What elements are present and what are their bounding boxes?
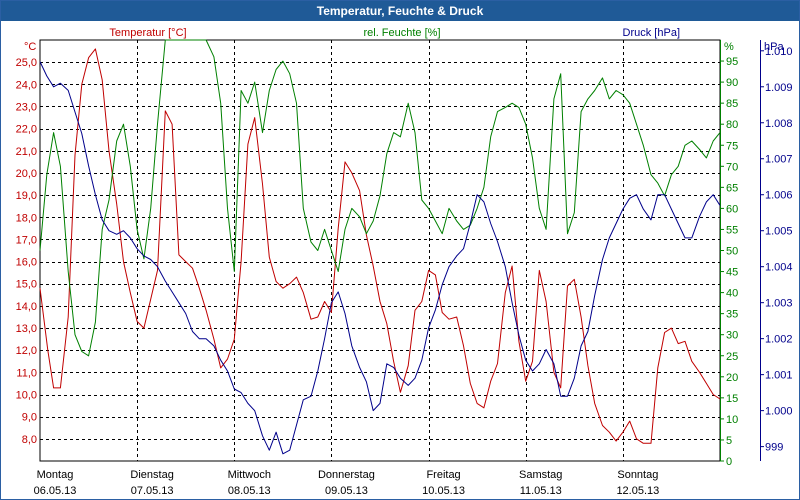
temperature-tick-label: 17,0 — [16, 234, 37, 246]
pressure-tick-label: 1.005 — [765, 226, 793, 238]
humidity-tick-label: 5 — [726, 435, 732, 447]
humidity-tick-label: 15 — [726, 393, 738, 405]
x-tick-day: Dienstag — [130, 469, 173, 481]
x-tick-date: 07.05.13 — [131, 485, 174, 497]
x-tick-date: 06.05.13 — [34, 485, 77, 497]
x-tick-day: Sonntag — [617, 469, 658, 481]
pressure-tick-label: 1.009 — [765, 82, 793, 94]
humidity-tick-label: 90 — [726, 77, 738, 89]
x-tick-day: Mittwoch — [228, 469, 271, 481]
axes: 8,0 9,0 10,0 11,0 12,0 13,0 14,0 15,0 16,0 17,0 18… — [16, 40, 793, 497]
temperature-tick-label: 14,0 — [16, 301, 37, 313]
temperature-tick-label: 16,0 — [16, 257, 37, 269]
temperature-axis-title: Temperatur [°C] — [109, 27, 186, 39]
humidity-tick-label: 75 — [726, 140, 738, 152]
humidity-tick-label: 80 — [726, 119, 738, 131]
x-tick-day: Samstag — [519, 469, 562, 481]
temperature-tick-label: 20,0 — [16, 168, 37, 180]
temperature-tick-label: 22,0 — [16, 124, 37, 136]
temperature-tick-label: 23,0 — [16, 101, 37, 113]
humidity-tick-label: 35 — [726, 309, 738, 321]
pressure-unit-label: hPa — [764, 41, 784, 53]
temperature-tick-label: 9,0 — [22, 412, 37, 424]
x-tick-date: 11.05.13 — [520, 485, 562, 497]
x-tick-date: 08.05.13 — [228, 485, 271, 497]
temperature-tick-label: 21,0 — [16, 146, 37, 158]
humidity-tick-label: 40 — [726, 288, 738, 300]
humidity-tick-label: 65 — [726, 182, 738, 194]
temperature-tick-label: 19,0 — [16, 190, 37, 202]
pressure-tick-label: 1.004 — [765, 262, 793, 274]
pressure-tick-label: 1.006 — [765, 190, 793, 202]
humidity-tick-label: 70 — [726, 161, 738, 173]
temperature-tick-label: 18,0 — [16, 212, 37, 224]
humidity-tick-label: 25 — [726, 351, 738, 363]
temperature-tick-label: 10,0 — [16, 390, 37, 402]
temperature-tick-label: 24,0 — [16, 79, 37, 91]
humidity-tick-label: 0 — [726, 456, 732, 468]
humidity-tick-label: 55 — [726, 224, 738, 236]
pressure-tick-label: 1.010 — [765, 46, 793, 58]
pressure-tick-label: 1.000 — [765, 406, 793, 418]
humidity-tick-label: 30 — [726, 330, 738, 342]
x-tick-day: Montag — [37, 469, 74, 481]
pressure-tick-label: 999 — [765, 442, 783, 454]
pressure-tick-label: 1.008 — [765, 118, 793, 130]
humidity-tick-label: 20 — [726, 372, 738, 384]
pressure-axis-title: Druck [hPa] — [623, 27, 680, 39]
temperature-tick-label: 8,0 — [22, 434, 37, 446]
x-tick-date: 12.05.13 — [616, 485, 659, 497]
pressure-tick-label: 1.007 — [765, 154, 793, 166]
humidity-unit-label: % — [724, 41, 734, 53]
humidity-tick-label: 45 — [726, 267, 738, 279]
series-lines — [39, 39, 721, 455]
series-line-pressure — [39, 61, 721, 455]
humidity-tick-label: 60 — [726, 203, 738, 215]
temperature-unit-label: °C — [24, 41, 36, 53]
x-tick-date: 10.05.13 — [422, 485, 465, 497]
humidity-tick-label: 85 — [726, 98, 738, 110]
window-title: Temperatur, Feuchte & Druck — [1, 1, 799, 21]
series-line-temperature — [39, 48, 721, 444]
temperature-tick-label: 13,0 — [16, 323, 37, 335]
x-tick-date: 09.05.13 — [325, 485, 368, 497]
pressure-tick-label: 1.001 — [765, 370, 793, 382]
temperature-tick-label: 15,0 — [16, 279, 37, 291]
temperature-tick-label: 12,0 — [16, 345, 37, 357]
temperature-tick-label: 11,0 — [16, 367, 37, 379]
humidity-axis-title: rel. Feuchte [%] — [363, 27, 440, 39]
pressure-tick-label: 1.003 — [765, 298, 793, 310]
humidity-tick-label: 10 — [726, 414, 738, 426]
series-line-humidity — [39, 39, 721, 357]
pressure-tick-label: 1.002 — [765, 334, 793, 346]
humidity-tick-label: 95 — [726, 56, 738, 68]
grid — [39, 39, 721, 462]
x-tick-day: Donnerstag — [318, 469, 375, 481]
temperature-tick-label: 25,0 — [16, 57, 37, 69]
humidity-tick-label: 50 — [726, 246, 738, 258]
x-tick-day: Freitag — [426, 469, 460, 481]
